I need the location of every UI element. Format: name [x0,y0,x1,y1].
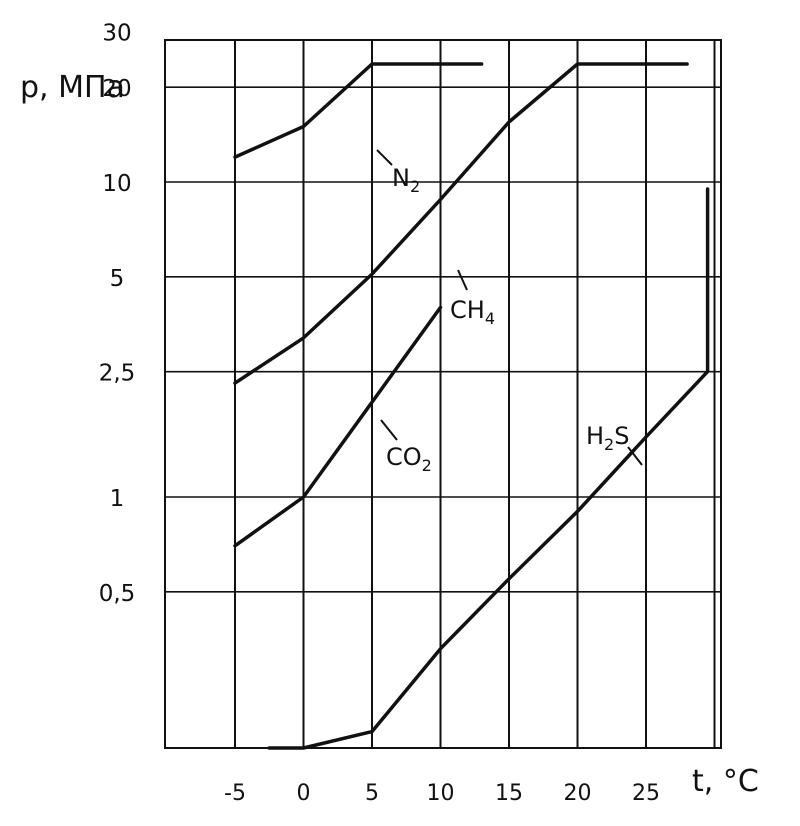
curve-ch4 [233,62,689,385]
y-tick-label: 10 [102,171,131,197]
x-tick-label: 25 [632,781,660,806]
grid [164,39,722,749]
curve-label-h2s: H2S [586,422,629,454]
leader-line-h2s [627,446,643,466]
curve-h2s [267,187,710,750]
plot-frame [164,39,722,749]
y-tick-label: 1 [110,486,125,512]
y-tick-label: 2,5 [99,361,136,387]
y-axis-label: p, МПа [20,70,125,105]
curve-label-n2: N2 [392,164,420,196]
y-tick-label: 5 [110,266,125,292]
x-tick-label: 15 [495,781,523,806]
y-tick-label: 20 [102,76,131,102]
curves [233,62,710,750]
x-axis-label: t, °C [692,764,759,799]
x-tick-label: 5 [365,781,379,806]
y-tick-label: 30 [102,21,131,47]
y-tick-label: 0,5 [99,581,136,607]
leader-line-ch4 [457,269,468,291]
x-tick-label: -5 [224,781,246,806]
labels: 0,5 1 2,5 5 10 20 30 -5 0 5 10 15 20 25 p, МПа t, °C N2 C… [20,21,759,806]
curve-co2 [233,305,443,548]
x-tick-label: 10 [427,781,455,806]
curve-label-co2: CO2 [386,443,432,475]
x-tick-label: 0 [297,781,311,806]
leader-line-co2 [380,419,398,441]
x-tick-label: 20 [564,781,592,806]
leader-line-n2 [376,149,393,166]
curve-label-ch4: CH4 [450,296,495,328]
curve-n2 [233,62,484,159]
